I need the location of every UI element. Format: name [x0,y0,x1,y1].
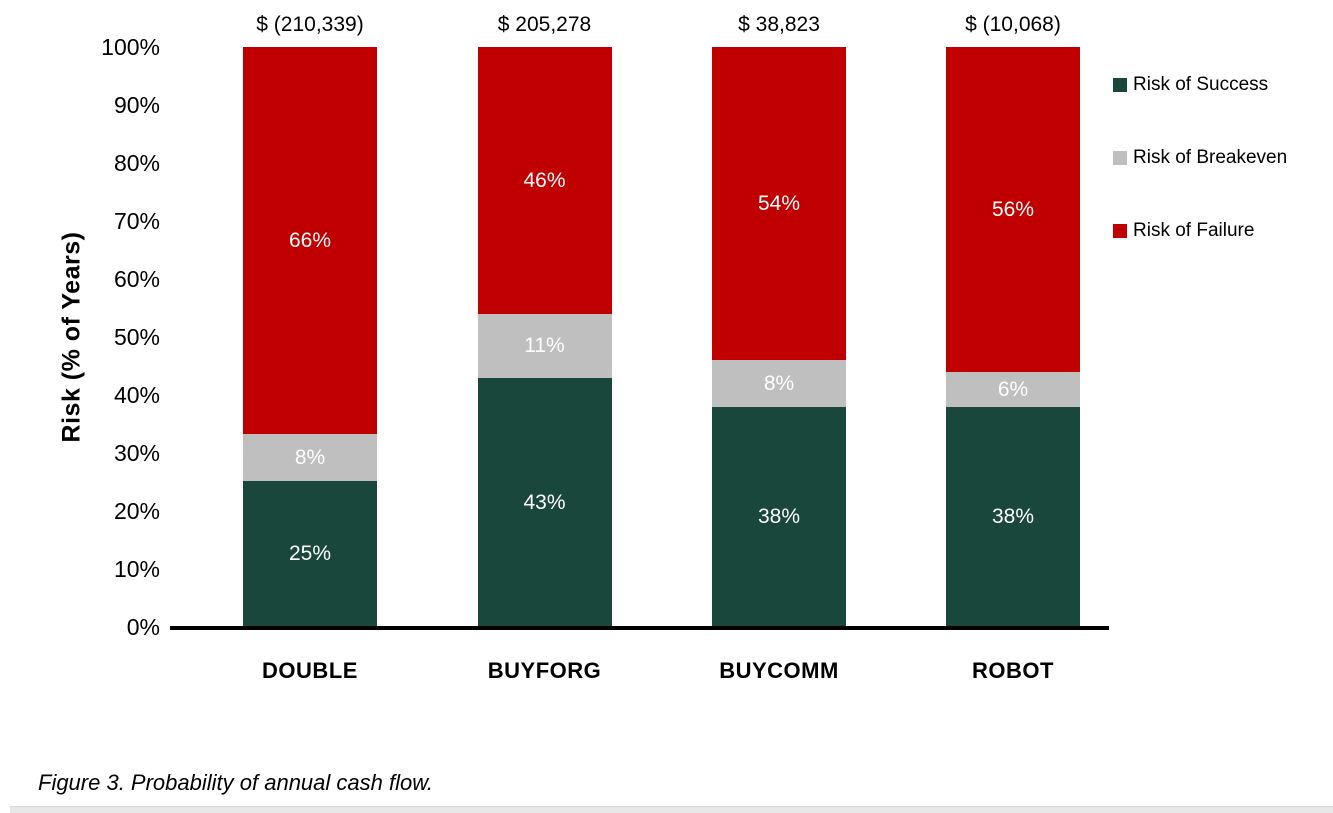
segment-risk-of-failure-buycomm: 54% [712,47,846,361]
y-tick-80: 80% [113,150,160,176]
segment-value-label: 46% [523,168,566,192]
y-tick-20: 20% [113,498,160,524]
y-tick-60: 60% [113,266,160,292]
stacked-bar-buyforg: 46% 11% 43% [477,47,612,627]
y-tick-10: 10% [113,556,160,582]
y-tick-30: 30% [113,440,160,466]
legend-item-risk-of-failure: Risk of Failure [1113,220,1254,242]
legend-label: Risk of Failure [1133,220,1255,241]
y-tick-40: 40% [113,382,160,408]
segment-risk-of-breakeven-robot: 6% [946,371,1080,407]
bar-dollar-label-robot: $ (10,068) [965,13,1061,36]
segment-risk-of-success-double: 25% [243,480,377,628]
segment-risk-of-breakeven-buyforg: 11% [477,313,612,378]
y-tick-70: 70% [113,208,160,234]
y-tick-90: 90% [113,92,160,118]
segment-risk-of-failure-double: 66% [243,47,377,434]
segment-value-label: 54% [757,192,801,216]
segment-value-label: 56% [991,197,1035,221]
y-tick-50: 50% [113,324,160,350]
segment-value-label: 8% [294,445,326,469]
segment-risk-of-failure-buyforg: 46% [477,47,612,314]
category-label-buyforg: BUYFORG [487,658,602,683]
segment-risk-of-success-buycomm: 38% [712,406,846,628]
legend-label: Risk of Success [1133,74,1269,95]
stacked-bar-buycomm: 54% 8% 38% [712,47,846,628]
category-label-robot: ROBOT [972,658,1054,683]
y-tick-0: 0% [126,614,160,640]
x-axis-line [170,626,1109,630]
y-tick-100: 100% [101,34,160,60]
legend-item-risk-of-breakeven: Risk of Breakeven [1113,147,1287,169]
segment-value-label: 66% [288,228,332,252]
segment-value-label: 38% [991,505,1035,529]
segment-value-label: 38% [757,505,801,529]
bar-dollar-label-buyforg: $ 205,278 [497,13,592,36]
bar-dollar-label-buycomm: $ 38,823 [738,13,820,36]
legend-swatch-icon [1113,224,1127,238]
segment-value-label: 6% [997,377,1029,401]
segment-value-label: 43% [523,490,566,514]
category-label-double: DOUBLE [262,658,358,683]
segment-risk-of-failure-robot: 56% [946,47,1080,372]
legend-label: Risk of Breakeven [1133,147,1288,168]
segment-risk-of-success-robot: 38% [946,406,1080,627]
segment-risk-of-success-buyforg: 43% [477,377,612,627]
figure-caption: Figure 3. Probability of annual cash flo… [38,770,434,795]
stacked-bar-robot: 56% 6% 38% [946,47,1080,627]
segment-risk-of-breakeven-buycomm: 8% [712,360,846,407]
legend-swatch-icon [1113,151,1127,165]
segment-risk-of-breakeven-double: 8% [243,433,377,481]
segment-value-label: 8% [763,371,795,395]
segment-value-label: 25% [288,542,332,566]
legend-swatch-icon [1113,78,1127,92]
bar-dollar-label-double: $ (210,339) [256,13,364,36]
page-divider [10,806,1333,813]
legend-item-risk-of-success: Risk of Success [1113,74,1268,96]
category-label-buycomm: BUYCOMM [719,658,839,683]
segment-value-label: 11% [524,334,565,358]
stacked-bar-double: 66% 8% 25% [243,47,377,628]
